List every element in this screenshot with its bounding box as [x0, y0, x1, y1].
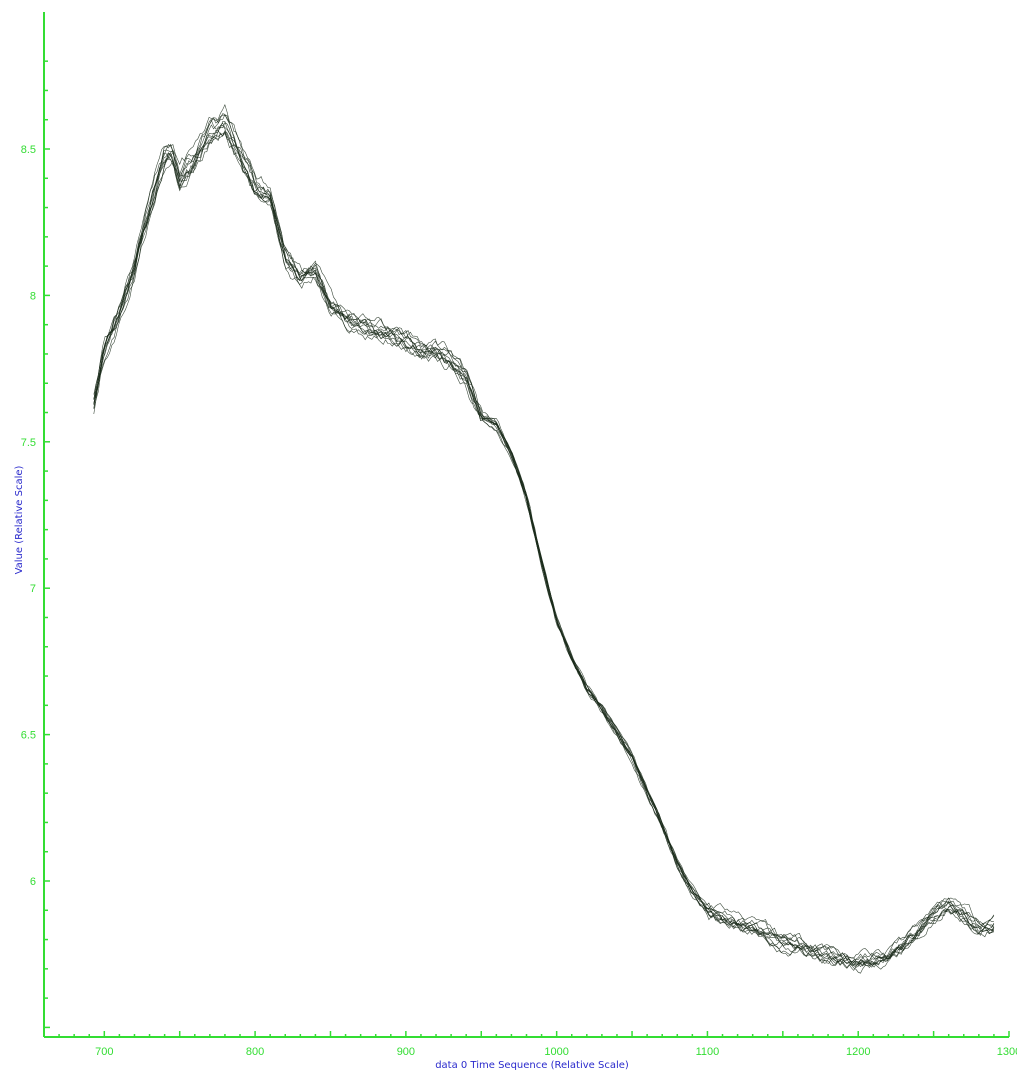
x-axis-label: data 0 Time Sequence (Relative Scale) [435, 1060, 629, 1071]
series-line [93, 124, 995, 967]
series-line [93, 130, 994, 970]
series-line [93, 121, 995, 966]
x-tick-label: 1200 [846, 1046, 870, 1058]
x-tick-label: 1000 [544, 1046, 568, 1058]
series-line [93, 114, 994, 964]
series-line [93, 113, 995, 971]
x-axis: 700 800 900 1000 1100 1200 1300 [44, 1031, 1017, 1058]
x-tick-label: 900 [397, 1046, 415, 1058]
y-tick-label: 6 [30, 876, 36, 888]
series-line [93, 131, 995, 965]
series-line [93, 113, 995, 964]
series-line [93, 103, 995, 960]
y-tick-label: 7.5 [21, 437, 36, 449]
y-tick-label: 7 [30, 583, 36, 595]
series-line [93, 132, 995, 974]
y-axis: 6 6.5 7 7.5 8 8.5 [21, 12, 50, 1037]
y-tick-label: 8 [30, 290, 36, 302]
x-tick-label: 1100 [696, 1046, 720, 1058]
series-line [93, 130, 995, 968]
series-line [93, 122, 995, 968]
y-tick-label: 8.5 [21, 144, 36, 156]
series-line [93, 119, 994, 966]
y-axis-label: Value (Relative Scale) [14, 465, 25, 574]
series-lines [93, 103, 995, 974]
x-tick-label: 1300 [997, 1046, 1017, 1058]
y-tick-label: 6.5 [21, 730, 36, 742]
x-tick-label: 700 [95, 1046, 113, 1058]
x-tick-label: 800 [246, 1046, 264, 1058]
